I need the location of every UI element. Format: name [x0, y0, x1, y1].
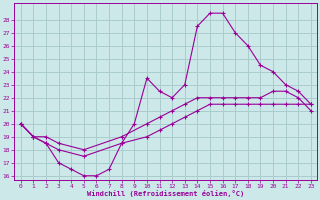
X-axis label: Windchill (Refroidissement éolien,°C): Windchill (Refroidissement éolien,°C)	[87, 190, 244, 197]
